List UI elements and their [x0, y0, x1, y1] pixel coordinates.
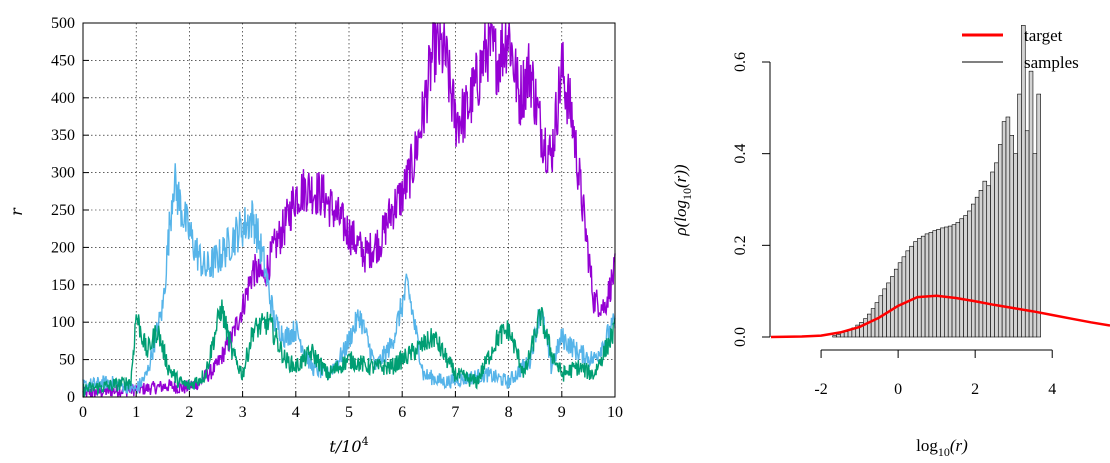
left-x-axis-label: t/104: [329, 435, 368, 456]
left-series-group: [82, 22, 616, 399]
left-x-tick-label: 7: [451, 404, 459, 421]
histogram-bar: [832, 335, 837, 338]
left-x-tick-label: 4: [292, 404, 300, 421]
histogram-bar: [997, 144, 1003, 338]
density-histogram-chart: 0.0 0.2 0.4 0.6 -2 0 2 4 target samples log10(…: [671, 25, 1110, 459]
right-y-axis: 0.0 0.2 0.4 0.6: [732, 52, 771, 347]
histogram-bar: [982, 180, 988, 338]
histogram-bar: [897, 262, 903, 338]
histogram-bar: [863, 318, 868, 338]
histogram-bar: [928, 232, 934, 338]
series-line-0: [82, 22, 616, 398]
left-x-tick-label: 6: [398, 404, 406, 421]
histogram-bar: [959, 218, 964, 338]
left-y-tick-label: 0: [67, 389, 75, 406]
histogram-bar: [1032, 153, 1038, 338]
left-y-tick-label: 150: [51, 277, 75, 294]
histogram-bar: [955, 222, 961, 338]
histogram-bar: [1028, 70, 1034, 338]
left-y-ticks: 0 50 100 150 200 250 300 350 400 450 500: [51, 15, 89, 406]
histogram-bar: [944, 226, 949, 338]
histogram-bar: [870, 308, 876, 338]
series-line-2: [82, 299, 616, 399]
histogram-bar: [940, 227, 945, 338]
histogram-bar: [905, 250, 910, 338]
time-series-chart: 0 1 2 3 4 5 6 7 8 9 10 0 50 100 150 200 250 300 350 400 450…: [7, 15, 623, 456]
histogram-bar: [932, 230, 937, 338]
histogram-bars: [832, 25, 1041, 338]
histogram-bar: [936, 228, 941, 338]
histogram-bar: [947, 225, 953, 338]
right-y-tick-label: 0.0: [732, 327, 749, 347]
left-y-tick-label: 350: [51, 127, 75, 144]
left-x-tick-label: 2: [185, 404, 193, 421]
histogram-bar: [1001, 121, 1007, 338]
legend-target-label: target: [1024, 26, 1063, 45]
left-x-ticks: 0 1 2 3 4 5 6 7 8 9 10: [79, 391, 623, 421]
histogram-bar: [994, 162, 999, 338]
target-density-curve: [770, 294, 1110, 339]
left-y-tick-label: 450: [51, 52, 75, 69]
histogram-bar: [901, 256, 907, 338]
histogram-bar: [951, 224, 957, 338]
histogram-bar: [978, 190, 984, 338]
right-y-tick-label: 0.2: [732, 235, 749, 255]
right-x-axis-label: log10(r): [916, 436, 968, 459]
left-y-axis-label: r: [7, 207, 26, 216]
histogram-bar: [1036, 93, 1041, 338]
histogram-bar: [913, 241, 918, 338]
left-x-tick-label: 0: [79, 404, 87, 421]
left-x-tick-label: 9: [558, 404, 566, 421]
histogram-bar: [1017, 93, 1022, 338]
histogram-bar: [1024, 130, 1030, 338]
left-x-tick-label: 8: [505, 404, 513, 421]
left-y-tick-label: 300: [51, 165, 75, 182]
histogram-bar: [924, 233, 930, 338]
histogram-bar: [963, 215, 968, 338]
right-x-tick-label: 4: [1048, 381, 1056, 398]
right-x-tick-label: 0: [894, 381, 902, 398]
histogram-bar: [917, 238, 922, 338]
legend: target samples: [962, 26, 1079, 72]
histogram-bar: [974, 196, 980, 338]
legend-samples-label: samples: [1024, 53, 1079, 72]
right-x-axis: -2 0 2 4: [814, 349, 1056, 398]
histogram-bar: [867, 313, 872, 338]
histogram-bar: [1021, 25, 1026, 338]
histogram-bar: [971, 203, 976, 338]
right-x-tick-label: 2: [971, 381, 979, 398]
histogram-bar: [836, 333, 841, 338]
histogram-bar: [1005, 116, 1011, 338]
histogram-bar: [990, 171, 995, 338]
left-y-tick-label: 50: [59, 352, 75, 369]
left-y-tick-label: 200: [51, 239, 75, 256]
left-y-tick-label: 400: [51, 90, 75, 107]
left-x-tick-label: 5: [345, 404, 353, 421]
right-y-tick-label: 0.6: [732, 52, 749, 72]
histogram-bar: [920, 235, 926, 338]
histogram-bar: [967, 210, 972, 338]
histogram-bar: [890, 276, 895, 338]
series-line-1: [82, 163, 616, 394]
left-x-tick-label: 10: [607, 404, 623, 421]
left-x-tick-label: 1: [132, 404, 140, 421]
right-y-axis-label: ρ(log10(r)): [671, 164, 694, 236]
right-x-tick-label: -2: [814, 381, 827, 398]
histogram-bar: [893, 268, 899, 338]
left-y-tick-label: 500: [51, 15, 75, 32]
left-y-tick-label: 100: [51, 314, 75, 331]
right-y-tick-label: 0.4: [732, 144, 749, 164]
left-x-tick-label: 3: [239, 404, 247, 421]
histogram-bar: [909, 245, 914, 338]
histogram-bar: [986, 185, 991, 338]
left-y-tick-label: 250: [51, 202, 75, 219]
